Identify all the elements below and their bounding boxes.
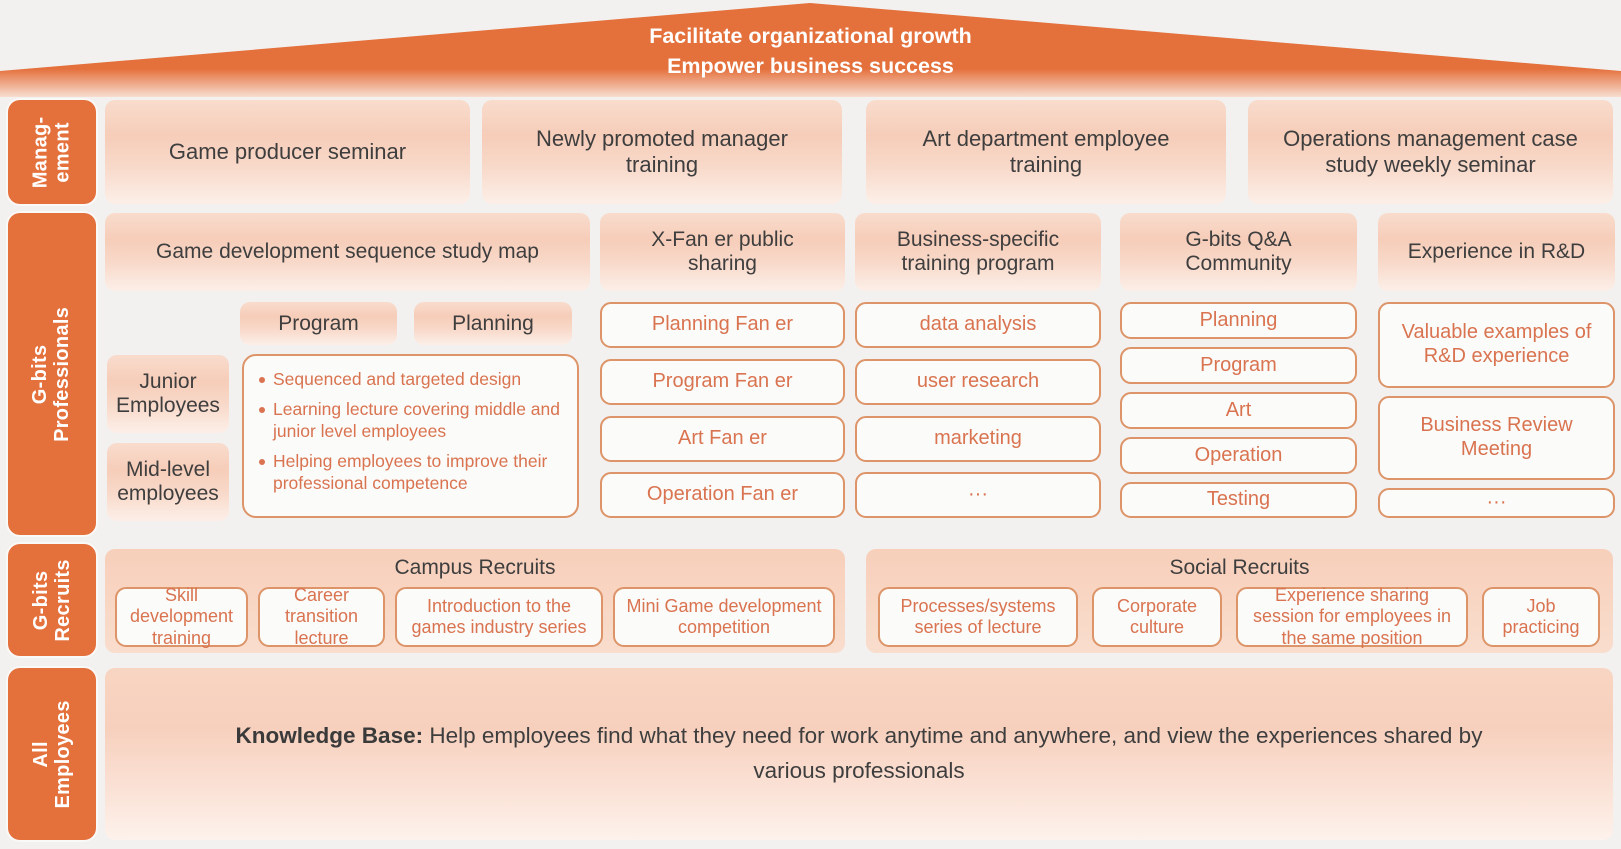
campus-item-games-industry-series: Introduction to the games industry serie…	[395, 587, 603, 647]
campus-recruits-container: Campus Recruits Skill development traini…	[105, 549, 845, 653]
xfan-item-planning: Planning Fan er	[600, 302, 845, 348]
business-item-data-analysis: data analysis	[855, 302, 1101, 348]
sidebar-management: Manag- ement	[8, 100, 96, 204]
campus-item-skill-development: Skill development training	[115, 585, 248, 648]
campus-item-mini-game-competition: Mini Game development competition	[613, 587, 835, 647]
sidebar-management-label: Manag- ement	[29, 116, 74, 188]
study-map-bullet-1: Sequenced and targeted design	[256, 369, 567, 391]
study-map-bullet-list: Sequenced and targeted design Learning l…	[256, 369, 567, 494]
sidebar-recruits-label: G-bits Recruits	[29, 558, 74, 642]
rd-item-business-review-meeting: Business Review Meeting	[1378, 396, 1615, 480]
business-item-marketing: marketing	[855, 416, 1101, 462]
sidebar-all-employees-label: All Employees	[29, 699, 74, 809]
study-map-level-mid-level-employees: Mid-level employees	[107, 443, 229, 521]
study-map-bullet-panel: Sequenced and targeted design Learning l…	[242, 354, 579, 518]
social-item-experience-sharing: Experience sharing session for employees…	[1236, 585, 1468, 648]
campus-recruits-title: Campus Recruits	[394, 556, 556, 579]
sidebar-recruits: G-bits Recruits	[8, 544, 96, 656]
business-item-ellipsis: ···	[855, 472, 1101, 518]
roof-triangle-shape	[0, 3, 1621, 97]
knowledge-base-label: Knowledge Base:	[235, 723, 424, 749]
roof-slogan-line-2: Empower business success	[667, 53, 954, 78]
management-box-game-producer-seminar: Game producer seminar	[105, 100, 470, 204]
roof-slogan: Facilitate organizational growth Empower…	[0, 22, 1621, 81]
qa-item-program: Program	[1120, 347, 1357, 384]
social-item-processes-systems: Processes/systems series of lecture	[878, 587, 1078, 647]
prof-header-business-training: Business-specific training program	[855, 213, 1101, 291]
knowledge-base-description: Help employees find what they need for w…	[423, 723, 1483, 783]
sidebar-professionals-label: G-bits Professionals	[29, 306, 74, 442]
qa-item-testing: Testing	[1120, 482, 1357, 518]
prof-header-rd-experience: Experience in R&D	[1378, 213, 1615, 291]
rd-item-ellipsis: ···	[1378, 488, 1615, 518]
xfan-item-program: Program Fan er	[600, 359, 845, 405]
study-map-chip-program: Program	[240, 302, 397, 345]
qa-item-art: Art	[1120, 392, 1357, 429]
management-box-new-manager-training: Newly promoted manager training	[482, 100, 842, 204]
study-map-bullet-2: Learning lecture covering middle and jun…	[256, 399, 567, 443]
social-recruits-container: Social Recruits Processes/systems series…	[866, 549, 1613, 653]
study-map-bullet-3: Helping employees to improve their profe…	[256, 451, 567, 495]
xfan-item-art: Art Fan er	[600, 416, 845, 462]
sidebar-all-employees: All Employees	[8, 668, 96, 840]
prof-header-study-map: Game development sequence study map	[105, 213, 590, 291]
study-map-chip-planning: Planning	[414, 302, 572, 345]
campus-item-career-transition: Career transition lecture	[258, 585, 385, 648]
xfan-item-operation: Operation Fan er	[600, 472, 845, 518]
management-box-operations-seminar: Operations management case study weekly …	[1248, 100, 1613, 204]
knowledge-base-box: Knowledge Base: Help employees find what…	[105, 668, 1613, 840]
sidebar-professionals: G-bits Professionals	[8, 213, 96, 535]
social-recruits-title: Social Recruits	[1169, 556, 1310, 579]
qa-item-operation: Operation	[1120, 437, 1357, 474]
prof-header-qa-community: G-bits Q&A Community	[1120, 213, 1357, 291]
qa-item-planning: Planning	[1120, 302, 1357, 339]
business-item-user-research: user research	[855, 359, 1101, 405]
roof-banner: Facilitate organizational growth Empower…	[0, 0, 1621, 97]
social-item-corporate-culture: Corporate culture	[1092, 587, 1222, 647]
roof-slogan-line-1: Facilitate organizational growth	[649, 24, 972, 48]
knowledge-base-text: Knowledge Base: Help employees find what…	[214, 719, 1504, 789]
rd-item-valuable-examples: Valuable examples of R&D experience	[1378, 302, 1615, 388]
social-item-job-practicing: Job practicing	[1482, 587, 1600, 647]
study-map-level-junior-employees: Junior Employees	[107, 355, 229, 433]
prof-header-xfan-sharing: X-Fan er public sharing	[600, 213, 845, 291]
management-box-art-employee-training: Art department employee training	[866, 100, 1226, 204]
